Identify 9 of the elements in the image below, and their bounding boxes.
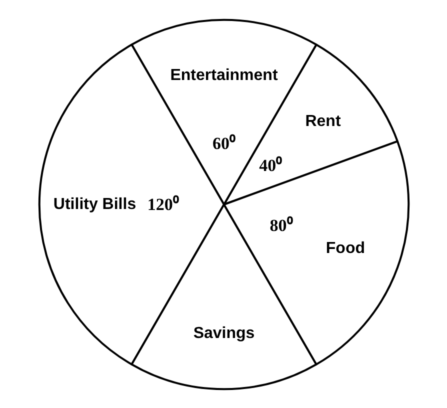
data-label: 60⁰ xyxy=(212,134,236,154)
slice-label: Rent xyxy=(305,112,342,130)
slice-label: Food xyxy=(326,240,365,258)
data-label: 40⁰ xyxy=(259,156,282,175)
data-label: 80⁰ xyxy=(270,216,293,235)
slice-label: Entertainment xyxy=(170,66,278,84)
data-label: 120⁰ xyxy=(147,195,179,214)
slice-label: Utility Bills xyxy=(53,196,136,213)
slice-label: Savings xyxy=(193,325,255,342)
